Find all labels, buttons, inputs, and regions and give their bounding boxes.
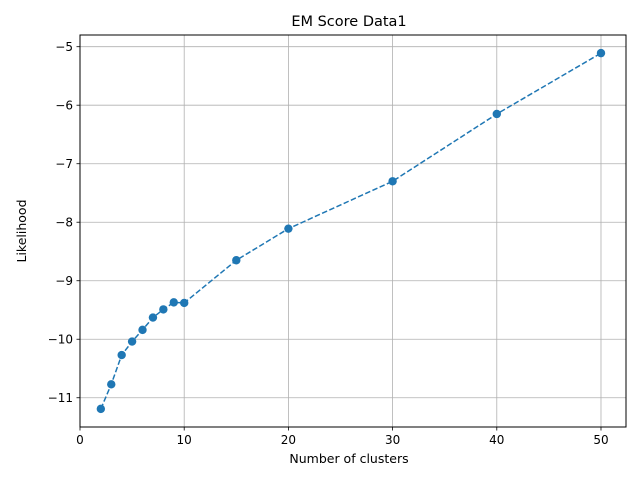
- data-point: [388, 177, 397, 186]
- y-tick-label: −11: [48, 391, 73, 405]
- series-layer: [96, 48, 606, 414]
- y-tick-label: −9: [55, 274, 73, 288]
- y-tick-label: −8: [55, 216, 73, 230]
- y-axis-label: Likelihood: [14, 199, 29, 262]
- x-axis-label: Number of clusters: [289, 451, 408, 466]
- data-point: [179, 298, 189, 308]
- data-point: [232, 256, 241, 265]
- data-point: [96, 404, 106, 414]
- tick-layer: 0 10 20 30 40 50 −11 −10 −9 −8 −7 −6 −5: [48, 40, 609, 447]
- x-tick-label: 0: [76, 433, 84, 447]
- data-point: [127, 337, 137, 346]
- data-point: [596, 48, 606, 58]
- y-tick-label: −5: [55, 40, 73, 54]
- data-point: [107, 380, 116, 389]
- chart-title: EM Score Data1: [291, 14, 406, 30]
- data-point: [284, 224, 293, 233]
- x-tick-label: 40: [489, 433, 504, 447]
- x-tick-label: 20: [281, 433, 296, 447]
- data-point: [492, 109, 501, 119]
- data-point: [148, 313, 158, 322]
- x-tick-label: 30: [385, 433, 400, 447]
- data-point: [138, 325, 147, 335]
- plot-area: [80, 35, 626, 427]
- data-point: [169, 298, 178, 307]
- plot-frame: [79, 34, 627, 428]
- x-tick-label: 10: [177, 433, 192, 447]
- y-tick-label: −7: [55, 157, 73, 171]
- x-tick-label: 50: [593, 433, 608, 447]
- y-tick-label: −10: [48, 333, 73, 347]
- y-tick-label: −6: [55, 99, 73, 113]
- data-point: [117, 350, 126, 360]
- data-point: [159, 305, 168, 314]
